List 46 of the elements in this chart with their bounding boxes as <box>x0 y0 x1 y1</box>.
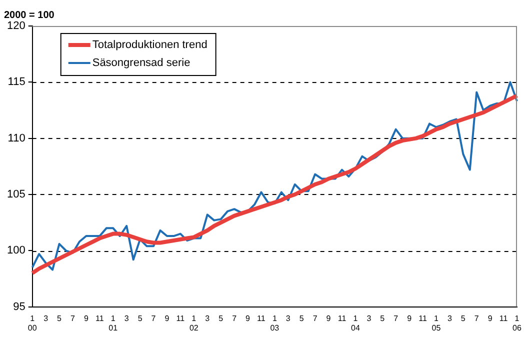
x-tick-label: 5 <box>138 314 143 323</box>
y-tick-label: 105 <box>6 188 26 201</box>
x-tick-label: 5 <box>460 314 466 323</box>
x-tick-label: 3 <box>205 314 210 323</box>
x-tick-label: 3 <box>44 314 49 323</box>
x-tick-label: 9 <box>488 314 493 323</box>
x-tick-label: 11 <box>499 314 508 323</box>
x-tick-label: 3 <box>124 314 130 323</box>
x-tick-label: 1 01 <box>108 314 118 332</box>
x-tick-label: 1 04 <box>351 314 360 332</box>
x-tick-label: 1 06 <box>512 314 522 332</box>
x-tick-label: 7 <box>474 314 480 323</box>
x-tick-label: 7 <box>232 314 238 323</box>
x-tick-label: 3 <box>447 314 452 323</box>
legend-label: Totalproduktionen trend <box>92 39 208 52</box>
x-tick-label: 11 <box>418 314 428 323</box>
x-tick-label: 1 03 <box>270 314 280 332</box>
y-tick-label: 110 <box>8 132 26 144</box>
y-tick-label: 95 <box>13 300 26 313</box>
x-tick-label: 9 <box>407 314 412 323</box>
x-tick-label: 5 <box>299 314 304 323</box>
x-tick-label: 9 <box>326 314 332 323</box>
x-tick-label: 9 <box>164 314 170 323</box>
x-tick-label: 7 <box>394 314 399 323</box>
x-tick-label: 7 <box>70 314 76 323</box>
x-tick-label: 11 <box>338 314 347 323</box>
x-tick-label: 11 <box>96 314 104 323</box>
x-tick-label: 9 <box>246 314 251 323</box>
x-tick-label: 1 02 <box>189 314 199 332</box>
x-tick-label: 1 00 <box>28 314 38 332</box>
x-tick-label: 7 <box>151 314 156 323</box>
x-tick-label: 3 <box>286 314 291 323</box>
x-tick-label: 1 05 <box>432 314 442 332</box>
legend-label: Säsongrensad serie <box>92 57 190 70</box>
y-tick-label: 115 <box>8 76 26 88</box>
x-tick-label: 5 <box>380 314 386 323</box>
x-tick-label: 9 <box>84 314 89 323</box>
x-tick-label: 11 <box>176 314 186 323</box>
y-tick-label: 120 <box>6 20 26 32</box>
x-tick-label: 5 <box>218 314 224 323</box>
x-tick-label: 11 <box>257 314 266 323</box>
y-axis-title: 2000 = 100 <box>4 10 55 21</box>
x-tick-label: 7 <box>312 314 318 323</box>
y-tick-label: 100 <box>6 244 26 257</box>
x-tick-label: 5 <box>57 314 62 323</box>
x-tick-label: 3 <box>366 314 372 323</box>
